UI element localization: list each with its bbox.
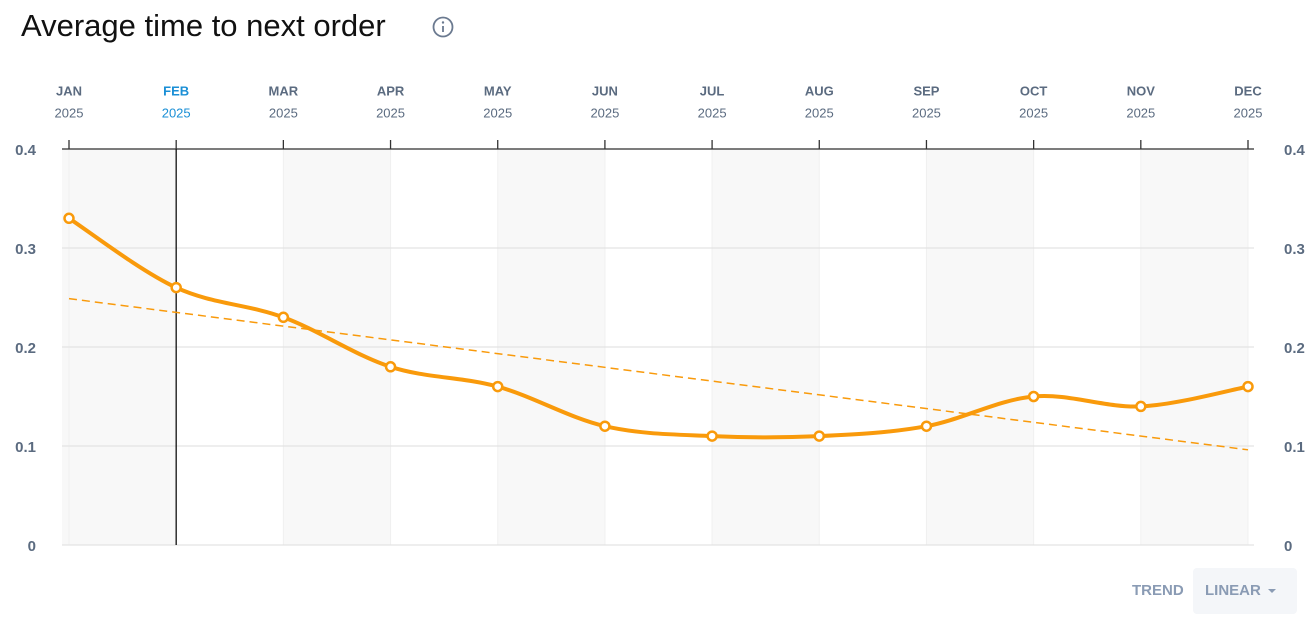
trend-line <box>68 297 1249 451</box>
point <box>1135 400 1147 413</box>
y2-tick-label: 0.3 <box>1284 241 1305 258</box>
x-tick-label: AUG <box>805 83 834 98</box>
trend-label: TREND <box>1132 582 1184 599</box>
point <box>599 420 611 432</box>
x-tick-year: 2025 <box>55 105 84 120</box>
y2-tick-label: 0.2 <box>1284 340 1305 357</box>
x-tick-label: APR <box>377 83 405 98</box>
info-icon[interactable] <box>432 16 454 38</box>
y2-tick-label: 0.1 <box>1284 439 1305 456</box>
x-tick-year: 2025 <box>1019 105 1048 120</box>
x-tick-label: NOV <box>1127 83 1156 98</box>
x-tick-year: 2025 <box>1234 105 1263 120</box>
point <box>170 281 182 294</box>
dropdown-caret <box>1268 589 1277 593</box>
x-tick-year: 2025 <box>376 105 405 120</box>
line <box>67 216 1249 440</box>
x-tick-label: MAR <box>269 83 299 98</box>
y-tick-label: 0.1 <box>15 439 36 456</box>
point <box>491 380 504 393</box>
point <box>63 212 75 225</box>
x-tick-label: FEB <box>163 83 189 98</box>
point <box>384 361 397 373</box>
point <box>277 311 290 324</box>
chart: 0 0 0.1 0.1 0.2 0.2 0.3 0.3 0.4 0.4 JAN 2025 FEB 2025… <box>15 83 1306 555</box>
x-tick-label: JAN <box>56 83 82 98</box>
y-tick-label: 0.2 <box>15 340 36 357</box>
x-tick-year: 2025 <box>805 105 834 120</box>
point <box>920 420 933 432</box>
y-tick-label: 0.3 <box>15 241 36 258</box>
point <box>813 430 826 442</box>
trend-mode[interactable]: LINEAR <box>1205 582 1261 599</box>
x-tick-year: 2025 <box>590 105 619 120</box>
x-tick-label: DEC <box>1234 83 1262 98</box>
chart-title: Average time to next order <box>21 8 386 43</box>
x-tick-year: 2025 <box>483 105 512 120</box>
x-tick-year: 2025 <box>1126 105 1155 120</box>
x-tick-label: OCT <box>1020 83 1048 98</box>
y-tick-label: 0 <box>28 538 36 555</box>
x-tick-year: 2025 <box>162 105 191 120</box>
x-tick-year: 2025 <box>698 105 727 120</box>
trend-dropdown[interactable]: LINEAR <box>1193 568 1297 614</box>
x-tick-label: JUL <box>700 83 725 98</box>
x-tick-year: 2025 <box>912 105 941 120</box>
x-tick-year: 2025 <box>269 105 298 120</box>
x-tick-label: SEP <box>913 83 939 98</box>
point <box>1242 380 1254 393</box>
point <box>706 430 718 442</box>
x-tick-label: JUN <box>592 83 618 98</box>
y-tick-label: 0.4 <box>15 142 37 159</box>
x-tick-label: MAY <box>484 83 512 98</box>
y2-tick-label: 0 <box>1284 538 1292 555</box>
y2-tick-label: 0.4 <box>1284 142 1306 159</box>
point <box>1027 390 1040 403</box>
